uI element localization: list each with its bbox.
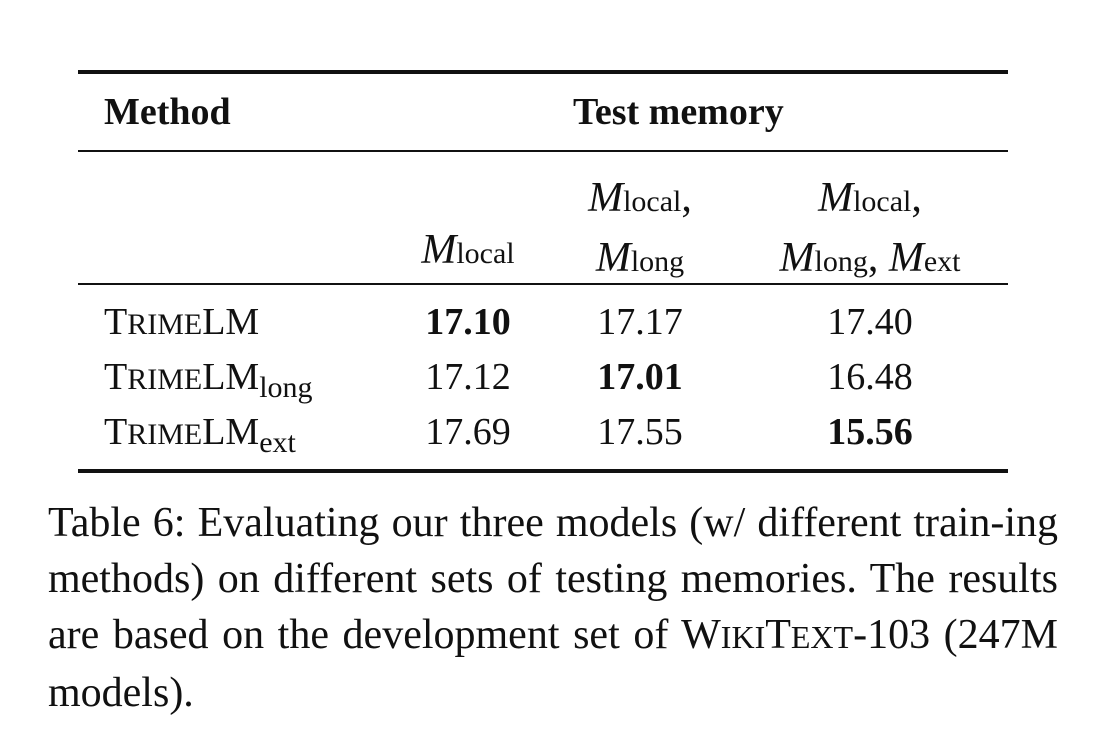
column-header-3-line-1: Mlocal, <box>818 175 922 221</box>
column-header-2-line-1: Mlocal, <box>588 175 692 221</box>
table-cell: 17.10 <box>425 301 511 343</box>
memory-symbol: M <box>421 227 457 273</box>
memory-subscript: local <box>456 237 515 270</box>
table-cell: 17.55 <box>597 411 683 453</box>
method-name: TRIMELMext <box>104 411 296 459</box>
table-cell: 15.56 <box>827 411 913 453</box>
column-header-3: Mlocal, Mlong, Mext <box>740 170 1000 290</box>
table-cell: 16.48 <box>827 356 913 398</box>
method-header: Method <box>104 91 231 133</box>
table-cell: 17.69 <box>425 411 511 453</box>
table-cell: 17.17 <box>597 301 683 343</box>
table-top-rule <box>78 70 1008 74</box>
table-cell: 17.40 <box>827 301 913 343</box>
column-header-2-line-2: Mlong <box>595 235 685 281</box>
column-header-3-line-2: Mlong, Mext <box>779 235 961 281</box>
column-header-2: Mlocal, Mlong <box>560 170 720 290</box>
test-memory-header: Test memory <box>573 91 784 133</box>
column-header-1: Mlocal <box>398 226 538 274</box>
table-subheader-rule <box>78 283 1008 285</box>
method-name: TRIMELMlong <box>104 356 313 404</box>
table-bottom-rule <box>78 469 1008 473</box>
table-cell: 17.12 <box>425 356 511 398</box>
table-header-rule <box>78 150 1008 152</box>
method-name: TRIMELM <box>104 301 260 343</box>
table-caption: Table 6: Evaluating our three models (w/… <box>48 500 1058 716</box>
table-cell: 17.01 <box>597 356 683 398</box>
